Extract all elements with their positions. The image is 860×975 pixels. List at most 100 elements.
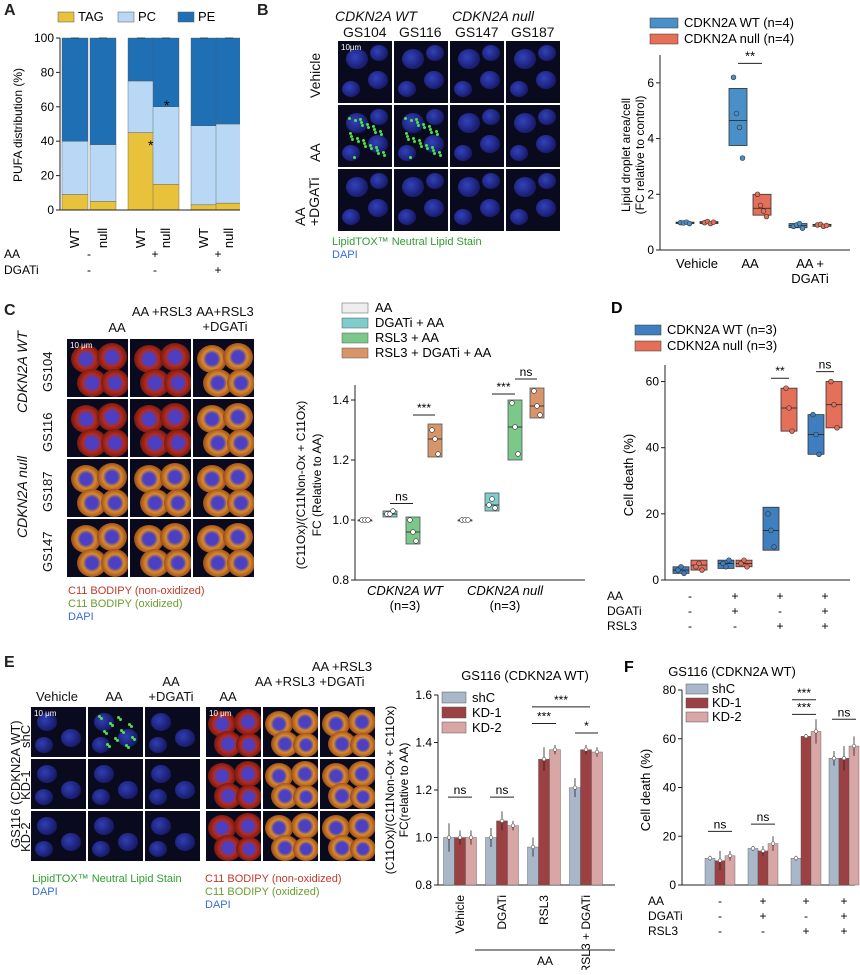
- lipid-droplet: [431, 146, 434, 149]
- group-wt-label: CDKN2A WT: [14, 331, 30, 413]
- nucleus: [482, 45, 500, 61]
- cell: [160, 523, 190, 551]
- lipid-droplet: [383, 154, 386, 157]
- f-ytick-label: 0: [669, 878, 676, 892]
- f-point: [793, 856, 799, 861]
- d-point: [834, 425, 840, 431]
- f-title: GS116 (CDKN2A WT): [668, 664, 796, 679]
- a-treat-mark: +: [214, 247, 221, 261]
- nucleus: [424, 135, 444, 153]
- a-legend-label: PC: [138, 9, 156, 24]
- d-treat-label: RSL3: [607, 619, 637, 633]
- c-col-label: AA +RSL3: [131, 304, 193, 319]
- cell: [350, 837, 375, 861]
- b-row-label: Vehicle: [307, 52, 323, 98]
- d-sig: ns: [819, 358, 832, 372]
- d-point: [741, 557, 747, 563]
- lipid-droplet: [433, 152, 436, 155]
- stain-c11-nonox: C11 BODIPY (non-oxidized): [68, 585, 205, 597]
- lipid-droplet: [430, 131, 433, 134]
- e-micrograph: [319, 810, 376, 862]
- nucleus: [398, 209, 416, 225]
- lipid-droplet: [369, 144, 372, 147]
- f-treat-mark: +: [759, 894, 766, 908]
- d-treat-mark: +: [821, 604, 828, 618]
- panel-e-images: E Vehicle AA AA +DGATi AA AA +RSL3 AA +RSL3 +…: [0, 650, 380, 970]
- cell: [291, 813, 318, 839]
- cell: [234, 813, 261, 839]
- e-xlabel: RSL3 + DGATi: [579, 895, 593, 970]
- e-col-label: AA +DGATi: [148, 674, 194, 704]
- nucleus: [402, 177, 424, 197]
- cell: [197, 405, 227, 433]
- lipid-droplet: [359, 118, 362, 121]
- c-point: [534, 403, 540, 409]
- nucleus: [426, 173, 444, 189]
- c-sig: ns: [520, 365, 533, 379]
- b-point: [799, 225, 806, 231]
- f-ytick-label: 20: [663, 829, 677, 843]
- f-treat-mark: -: [804, 909, 808, 923]
- b-ytick-label: 2: [647, 187, 654, 201]
- lipid-droplet: [423, 126, 426, 129]
- scale-label: 10 μm: [34, 709, 57, 718]
- lipid-droplet: [133, 738, 136, 741]
- f-point: [813, 729, 819, 734]
- lipid-droplet: [436, 133, 439, 136]
- nucleus: [536, 71, 556, 89]
- lipid-droplet: [362, 139, 365, 142]
- b-box: [728, 88, 748, 146]
- d-point: [744, 564, 750, 570]
- nucleus: [458, 177, 480, 197]
- e-bar: [580, 749, 592, 886]
- f-treat-mark: +: [840, 909, 847, 923]
- cell: [291, 709, 318, 735]
- d-point: [810, 411, 816, 418]
- e-ytick-label: 1.0: [415, 831, 432, 845]
- b-ytick-label: 6: [647, 76, 654, 90]
- panel-f: F GS116 (CDKN2A WT) 0 20 40 60 80 Cell death (%…: [620, 650, 860, 970]
- d-point: [738, 560, 744, 567]
- lipid-droplet: [420, 145, 423, 148]
- cell: [101, 429, 128, 457]
- lipid-droplet: [125, 744, 128, 747]
- c-col-label: AA+RSL3 +DGATi: [196, 304, 254, 334]
- panel-c-letter: C: [4, 302, 16, 319]
- e-bar: [569, 787, 581, 886]
- e-sig: *: [584, 719, 589, 733]
- a-ytick-label: 40: [41, 134, 55, 148]
- c-point: [407, 517, 413, 523]
- nucleus: [514, 49, 536, 69]
- d-treat-label: AA: [607, 589, 623, 603]
- d-treat-mark: +: [821, 619, 828, 633]
- a-sig: *: [164, 97, 170, 113]
- b-micrograph: [449, 104, 505, 168]
- f-treat-label: DGATi: [648, 909, 683, 923]
- f-treat-mark: -: [761, 924, 765, 938]
- f-legend-label: KD-1: [712, 695, 742, 710]
- cell: [164, 429, 191, 457]
- c-legend-swatch: [341, 317, 369, 329]
- b-xlabel: AA: [741, 256, 759, 271]
- nucleus: [458, 113, 480, 133]
- f-point: [770, 841, 776, 846]
- f-point: [717, 858, 723, 863]
- b-legend-label: CDKN2A WT (n=4): [684, 15, 794, 30]
- c-point: [365, 517, 371, 523]
- d-point: [813, 431, 819, 438]
- e-micrograph: [319, 758, 376, 810]
- cell: [236, 785, 261, 809]
- f-sig: ns: [714, 817, 727, 831]
- a-xlabel: WT: [67, 228, 82, 248]
- c-point: [429, 427, 435, 433]
- f-bar: [704, 857, 716, 886]
- b-micrograph: [393, 104, 449, 168]
- e-bar: [507, 825, 519, 886]
- b-point: [796, 220, 803, 227]
- nucleus: [342, 81, 360, 97]
- stain-dapi-c: DAPI: [68, 611, 94, 623]
- b-ytick-label: 0: [647, 243, 654, 257]
- lipid-droplet: [409, 156, 412, 159]
- b-micrograph: [505, 104, 561, 168]
- a-xlabel: null: [221, 228, 236, 248]
